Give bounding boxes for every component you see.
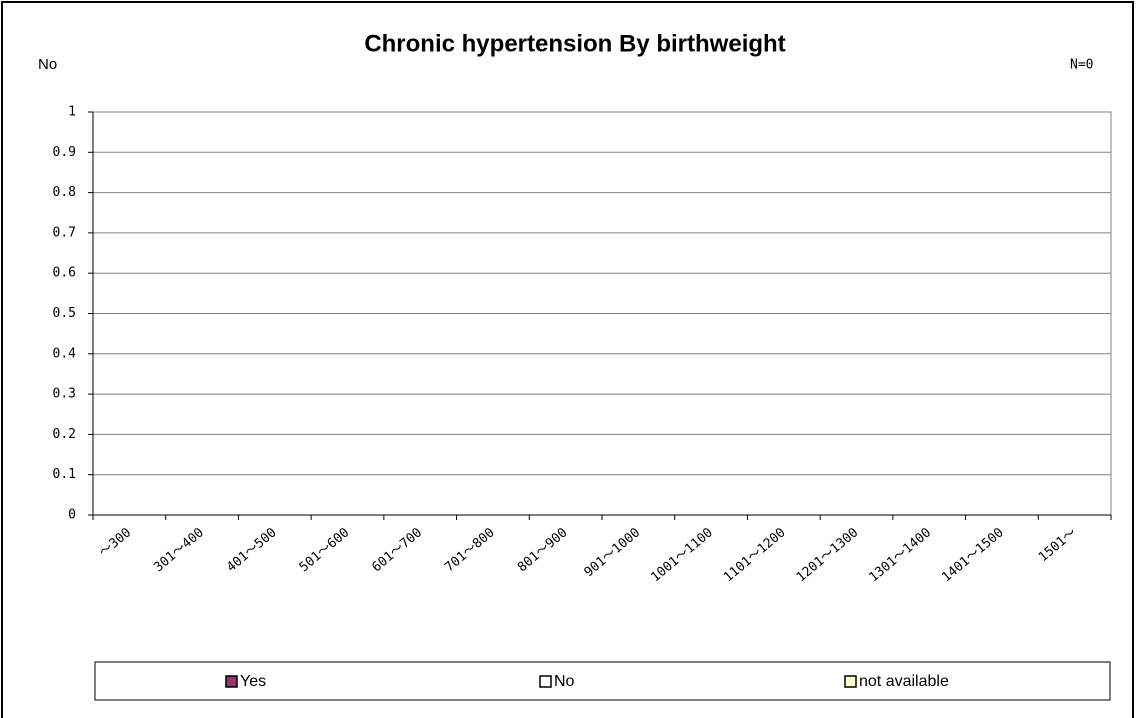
- x-tick-label: 1101～1200: [721, 525, 789, 585]
- y-tick-label: 0.7: [53, 225, 76, 240]
- annotation: N=0: [1070, 58, 1093, 73]
- y-tick-label: 0.1: [53, 467, 76, 482]
- x-tick-label: 1301～1400: [866, 525, 934, 585]
- x-tick-label: 901～1000: [582, 525, 644, 580]
- x-tick-label: 1501～: [1036, 525, 1080, 565]
- x-tick-label: 1001～1100: [648, 525, 716, 585]
- y-tick-label: 0.8: [53, 185, 76, 200]
- x-tick-label: 1201～1300: [794, 525, 862, 585]
- x-tick-label: 501～600: [297, 525, 353, 575]
- x-tick-label: 601～700: [369, 525, 425, 575]
- y-tick-label: 0.4: [53, 346, 77, 361]
- y-tick-label: 0.9: [53, 145, 76, 160]
- y-tick-label: 0: [68, 508, 76, 523]
- legend: [94, 661, 1111, 701]
- x-tick-label: 301～400: [151, 525, 207, 575]
- y-tick-label: 0.5: [53, 306, 76, 321]
- legend-label: No: [554, 673, 575, 690]
- chart-title: Chronic hypertension By birthweight: [364, 30, 785, 57]
- y-axis-label: No: [38, 56, 57, 73]
- legend-swatch: [844, 675, 857, 688]
- legend-label: not available: [859, 673, 949, 690]
- y-tick-label: 1: [68, 105, 76, 120]
- legend-swatch: [225, 675, 238, 688]
- x-tick-label: 801～900: [515, 525, 571, 575]
- x-tick-label: ～300: [97, 525, 135, 560]
- legend-swatch: [539, 675, 552, 688]
- x-tick-label: 401～500: [224, 525, 280, 575]
- y-tick-label: 0.3: [53, 387, 76, 402]
- x-tick-label: 1401～1500: [939, 525, 1007, 585]
- y-tick-label: 0.6: [53, 266, 76, 281]
- y-tick-label: 0.2: [53, 427, 76, 442]
- legend-label: Yes: [240, 673, 266, 690]
- x-tick-label: 701～800: [442, 525, 498, 575]
